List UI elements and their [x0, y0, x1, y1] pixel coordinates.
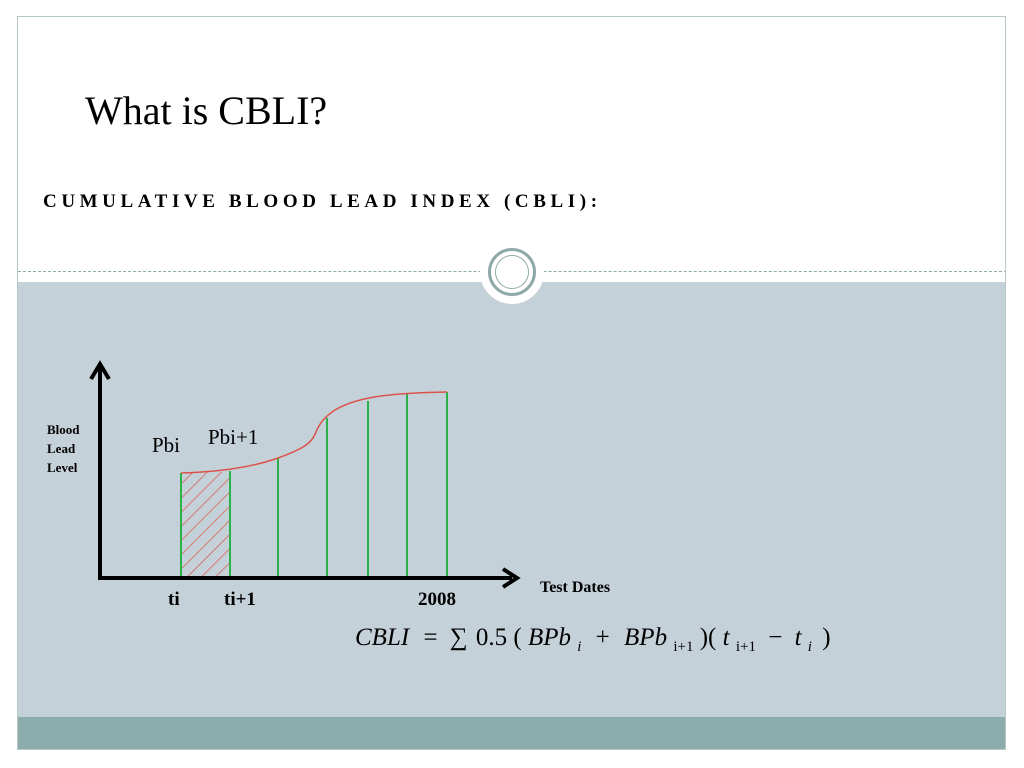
formula-sub-i1-2: i+1 [736, 639, 756, 655]
formula-lhs: CBLI [355, 624, 411, 651]
footer-bar [18, 717, 1005, 749]
y-axis-label: Blood Lead Level [47, 422, 83, 475]
formula-t-2: t [795, 624, 803, 651]
y-axis-label-line3: Level [47, 460, 78, 475]
y-axis-label-line2: Lead [47, 441, 76, 456]
tick-label-ti: ti [168, 589, 180, 610]
y-axis-arrow-icon [89, 360, 111, 381]
formula-equals: = [423, 624, 437, 651]
formula-close-open: )( [700, 624, 717, 651]
formula-bpb-2: BPb [624, 624, 667, 651]
tick-label-2008: 2008 [418, 589, 456, 610]
formula-close-paren: ) [822, 624, 830, 651]
formula-plus: + [596, 624, 610, 651]
stripes [180, 392, 448, 578]
y-axis-label-line1: Blood [47, 422, 80, 437]
formula-sum-icon: ∑ [450, 624, 468, 651]
slide-title: What is CBLI? [85, 88, 328, 133]
hatched-area [181, 471, 230, 578]
blood-lead-curve [180, 391, 448, 474]
pbi-label: Pbi [152, 433, 180, 457]
divider-ring-icon [480, 240, 544, 304]
axes [89, 360, 521, 589]
formula-sub-i-1: i [577, 639, 581, 655]
pbi-next-label: Pbi+1 [208, 425, 258, 449]
formula-coef: 0.5 [476, 624, 507, 651]
formula-t-1: t [723, 624, 731, 651]
cbli-formula: CBLI = ∑ 0.5 ( BPb i + BPb i+1 )( t i+1 … [355, 624, 831, 657]
x-axis-label: Test Dates [540, 579, 610, 596]
formula-sub-i-2: i [808, 639, 812, 655]
ring-core [495, 255, 529, 289]
slide-subtitle: CUMULATIVE BLOOD LEAD INDEX (CBLI): [43, 191, 602, 212]
x-axis-arrow-icon [501, 567, 521, 589]
ring-inner [488, 248, 536, 296]
formula-minus: − [768, 624, 782, 651]
tick-label-ti-next: ti+1 [224, 589, 256, 610]
formula-open-paren: ( [513, 624, 521, 651]
formula-bpb-1: BPb [528, 624, 571, 651]
formula-sub-i1-1: i+1 [673, 639, 693, 655]
